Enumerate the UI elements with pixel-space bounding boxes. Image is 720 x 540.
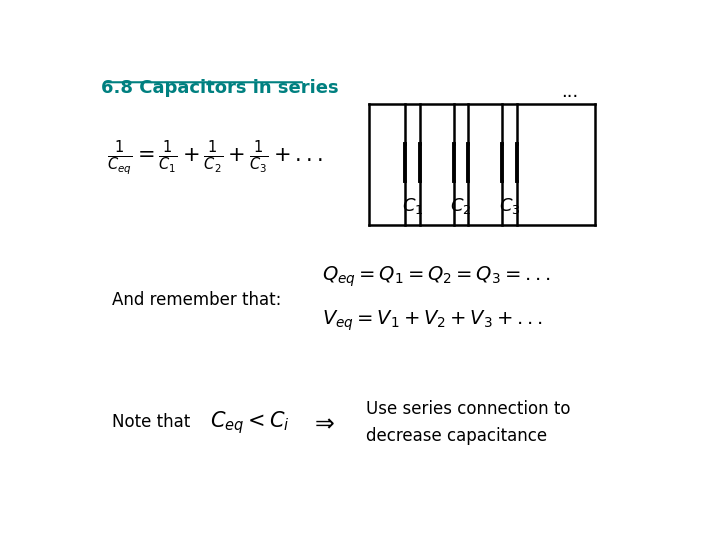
- Text: And remember that:: And remember that:: [112, 291, 282, 309]
- Text: $Q_{eq} = Q_1 = Q_2 = Q_3 = ...$: $Q_{eq} = Q_1 = Q_2 = Q_3 = ...$: [322, 265, 550, 289]
- Text: $C_3$: $C_3$: [499, 196, 521, 216]
- Text: $C_1$: $C_1$: [402, 196, 423, 216]
- Text: Use series connection to
decrease capacitance: Use series connection to decrease capaci…: [366, 400, 571, 444]
- Text: $C_{eq} < C_i$: $C_{eq} < C_i$: [210, 409, 289, 436]
- Text: 6.8 Capacitors in series: 6.8 Capacitors in series: [101, 79, 339, 97]
- Text: $C_2$: $C_2$: [451, 196, 472, 216]
- Text: $V_{eq} = V_1 + V_2 + V_3 + ...$: $V_{eq} = V_1 + V_2 + V_3 + ...$: [322, 308, 542, 333]
- Text: $\frac{1}{C_{eq}} = \frac{1}{C_1} + \frac{1}{C_2} + \frac{1}{C_3} + ...$: $\frac{1}{C_{eq}} = \frac{1}{C_1} + \fra…: [107, 139, 323, 178]
- Text: $\Rightarrow$: $\Rightarrow$: [310, 410, 336, 434]
- Text: ...: ...: [562, 83, 579, 101]
- Text: Note that: Note that: [112, 414, 191, 431]
